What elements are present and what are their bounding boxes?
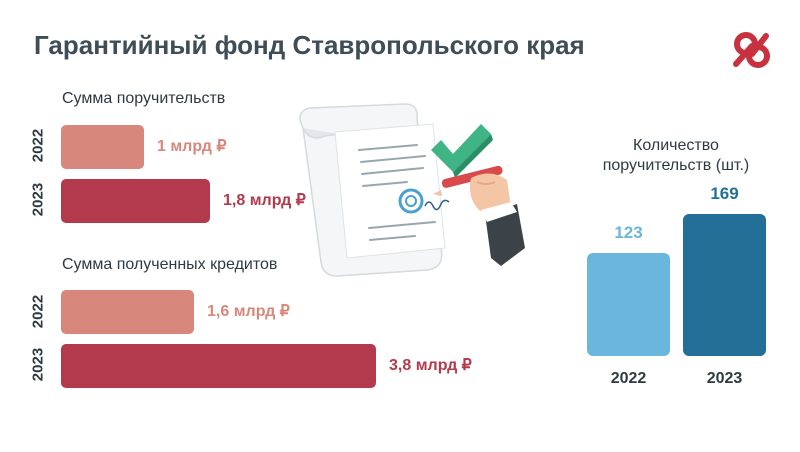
count-bar-2023 xyxy=(683,214,766,356)
logo-26-icon xyxy=(733,32,770,68)
guarantees-label-2022: 1 млрд ₽ xyxy=(157,138,227,155)
count-year-2023: 2023 xyxy=(706,370,743,387)
guarantees-sum-title: Сумма поручительств xyxy=(62,90,226,107)
credits-bar-2023 xyxy=(61,344,376,388)
credits-label-2023: 3,8 млрд ₽ xyxy=(389,357,472,374)
count-year-2022: 2022 xyxy=(610,370,647,387)
credits-label-2022: 1,6 млрд ₽ xyxy=(207,303,290,320)
guarantees-bar-2023 xyxy=(61,179,210,223)
count-bar-2022 xyxy=(587,253,670,356)
guarantees-count-title: Количество поручительств (шт.) xyxy=(602,137,750,174)
checkmark-icon xyxy=(431,124,493,178)
credits-year-2022: 2022 xyxy=(29,294,47,329)
count-label-2023: 169 xyxy=(710,184,739,203)
page-title: Гарантийный фонд Ставропольского края xyxy=(34,30,585,60)
credits-sum-title: Сумма полученных кредитов xyxy=(62,256,278,273)
document-signing-icon xyxy=(299,103,525,277)
guarantees-label-2023: 1,8 млрд ₽ xyxy=(223,192,306,209)
guarantees-bar-2022 xyxy=(61,125,144,169)
guarantees-year-2022: 2022 xyxy=(29,128,47,163)
count-label-2022: 123 xyxy=(614,223,643,242)
credits-bar-2022 xyxy=(61,290,194,334)
guarantees-year-2023: 2023 xyxy=(29,182,47,217)
hand-with-pen-icon xyxy=(433,165,525,266)
credits-year-2023: 2023 xyxy=(29,347,47,382)
